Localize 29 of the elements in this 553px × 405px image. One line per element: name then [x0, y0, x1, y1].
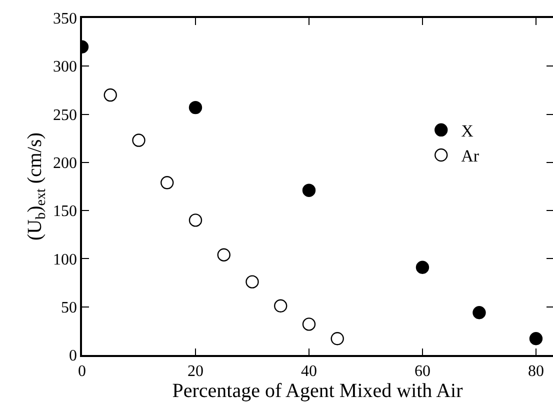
y-tick-label: 200	[53, 155, 78, 172]
point	[217, 248, 230, 262]
y-tick-label: 350	[53, 10, 78, 28]
x-tick-label: 60	[414, 362, 430, 380]
y-tick-label: 100	[53, 251, 78, 268]
point	[472, 306, 486, 320]
y-tick-label: 300	[53, 58, 78, 76]
y-tick-label: 50	[61, 299, 78, 316]
y-tick-label: 250	[53, 106, 78, 124]
y-tick-label: 0	[69, 348, 78, 365]
point	[274, 299, 288, 312]
point	[330, 332, 344, 346]
legend-label: X	[461, 122, 474, 141]
point	[246, 275, 259, 288]
point	[188, 214, 202, 227]
point	[302, 184, 316, 197]
point	[132, 134, 146, 147]
x-tick-label: 20	[187, 362, 204, 380]
point	[104, 88, 117, 102]
legend-label: Ar	[461, 146, 480, 166]
point	[302, 318, 316, 331]
point	[188, 100, 202, 114]
x-tick-label: 40	[300, 362, 317, 380]
y-tick-label: 150	[53, 203, 78, 220]
x-tick-label: 80	[528, 362, 544, 380]
point	[529, 332, 543, 346]
point	[160, 176, 174, 190]
point	[416, 260, 430, 274]
x-axis-title: Percentage of Agent Mixed with Air	[172, 380, 464, 402]
